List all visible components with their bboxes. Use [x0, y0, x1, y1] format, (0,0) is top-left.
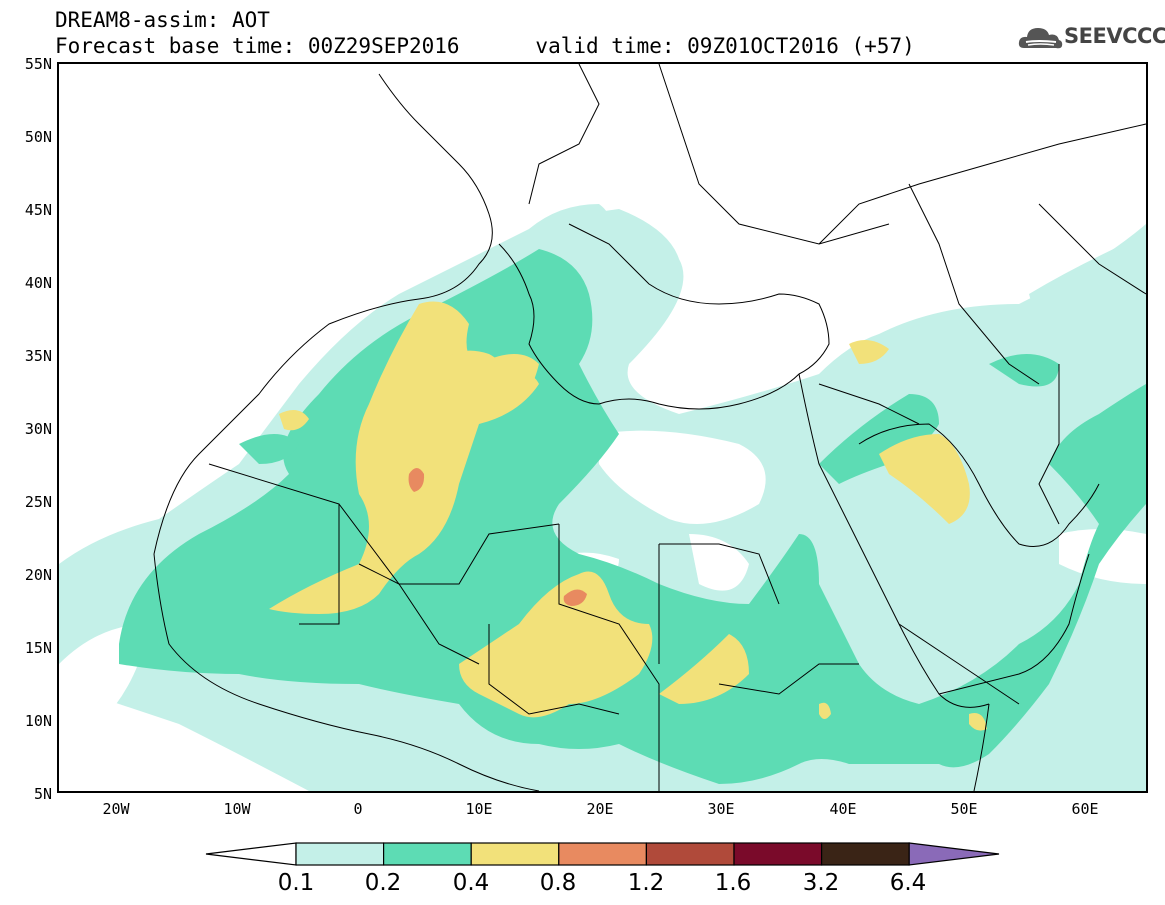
lat-label: 35N	[24, 347, 52, 365]
colorbar-overflow-triangle	[908, 842, 1000, 866]
cloud-icon	[1018, 28, 1063, 49]
colorbar-tick: 0.2	[364, 870, 402, 896]
colorbar-segment	[733, 842, 823, 866]
forecast-time-line: Forecast base time: 00Z29SEP2016 valid t…	[55, 34, 915, 58]
colorbar-tick: 1.2	[627, 870, 665, 896]
colorbar-tick: 3.2	[802, 870, 840, 896]
lat-label: 55N	[24, 55, 52, 73]
lon-label: 20W	[102, 800, 130, 818]
aot-layer-0.4	[269, 301, 987, 731]
lat-label: 10N	[24, 712, 52, 730]
colorbar-segment	[558, 842, 647, 866]
aot-layer-0.2	[119, 249, 1146, 784]
lat-label: 45N	[24, 201, 52, 219]
lon-label: 50E	[950, 800, 978, 818]
colorbar-underflow-triangle	[205, 842, 297, 866]
lat-label: 20N	[24, 566, 52, 584]
aot-map	[59, 64, 1146, 791]
aot-layer-0.8	[408, 468, 587, 606]
colorbar-tick: 0.1	[277, 870, 315, 896]
lat-label: 40N	[24, 274, 52, 292]
lon-label: 40E	[829, 800, 857, 818]
colorbar-tick: 0.4	[452, 870, 490, 896]
aot-colorbar	[205, 842, 1000, 866]
map-title: DREAM8-assim: AOT	[55, 8, 270, 32]
colorbar-tick: 1.6	[714, 870, 752, 896]
colorbar-segment	[820, 842, 910, 866]
coastlines	[153, 64, 1146, 791]
lon-label: 10W	[223, 800, 251, 818]
lat-label: 50N	[24, 128, 52, 146]
lat-label: 5N	[33, 785, 52, 803]
lon-label: 0	[353, 800, 363, 818]
colorbar-segment	[645, 842, 735, 866]
lat-label: 30N	[24, 420, 52, 438]
clear-areas	[59, 430, 1146, 724]
colorbar-segment	[295, 842, 385, 866]
lon-label: 30E	[707, 800, 735, 818]
seevccc-logo: SEEVCCC	[1016, 20, 1165, 56]
colorbar-tick: 0.8	[539, 870, 577, 896]
lon-label: 60E	[1071, 800, 1099, 818]
lon-label: 10E	[465, 800, 493, 818]
lat-label: 15N	[24, 639, 52, 657]
colorbar-segment	[383, 842, 472, 866]
colorbar-segment	[470, 842, 560, 866]
lat-label: 25N	[24, 493, 52, 511]
colorbar-tick: 6.4	[889, 870, 927, 896]
logo-text: SEEVCCC	[1064, 24, 1165, 48]
lon-label: 20E	[586, 800, 614, 818]
map-plot-area	[57, 62, 1148, 793]
